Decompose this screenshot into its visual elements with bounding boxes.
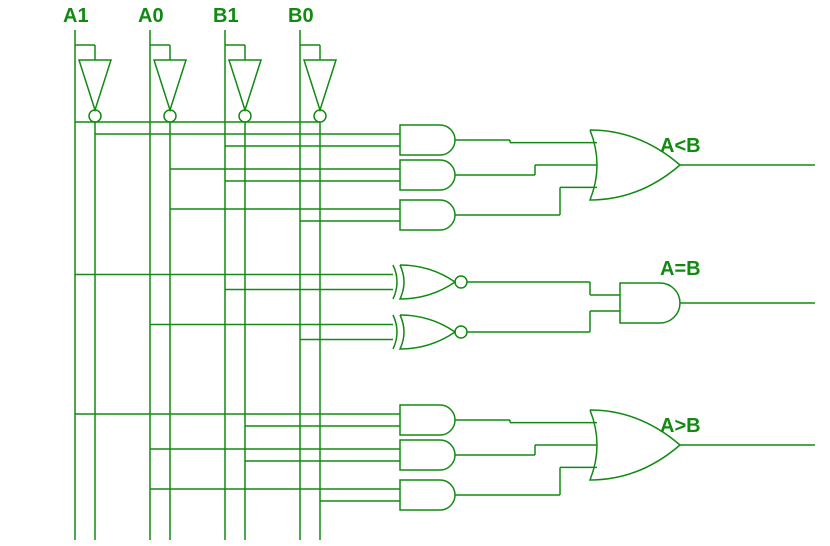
xnor-eq-1-xarc: [393, 315, 397, 349]
and-gt-1: [400, 440, 455, 470]
and-lt-0: [400, 125, 455, 155]
input-label-A1: A1: [63, 5, 89, 27]
input-label-B1: B1: [213, 5, 239, 27]
not-gate-B0: [304, 60, 336, 110]
xnor-eq-0: [400, 265, 455, 299]
output-label-gt: A>B: [660, 415, 701, 437]
xnor-eq-1: [400, 315, 455, 349]
xnor-eq-1-bubble: [455, 326, 467, 338]
not-gate-A1: [79, 60, 111, 110]
output-label-eq: A=B: [660, 258, 701, 280]
output-label-lt: A<B: [660, 135, 701, 157]
xnor-eq-0-bubble: [455, 276, 467, 288]
not-gate-A0: [154, 60, 186, 110]
and-eq: [620, 283, 680, 323]
and-lt-1: [400, 160, 455, 190]
and-gt-0: [400, 405, 455, 435]
and-lt-2: [400, 200, 455, 230]
and-gt-2: [400, 480, 455, 510]
xnor-eq-0-xarc: [393, 265, 397, 299]
input-label-A0: A0: [138, 5, 164, 27]
not-gate-B1: [229, 60, 261, 110]
input-label-B0: B0: [288, 5, 314, 27]
